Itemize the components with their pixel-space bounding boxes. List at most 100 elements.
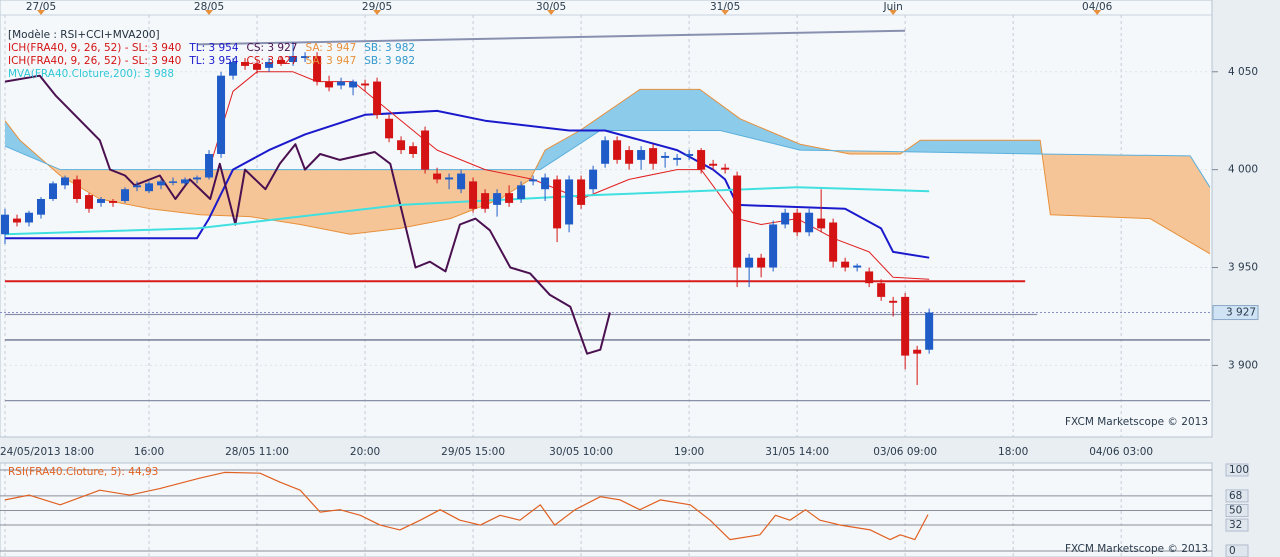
candle-body <box>277 60 286 64</box>
candle-body <box>289 56 298 62</box>
date-label: 27/05 <box>26 1 56 13</box>
date-label: 30/05 <box>536 1 566 13</box>
cloud-fill <box>903 140 1044 163</box>
candle-body <box>145 183 154 192</box>
candle-body <box>721 167 730 170</box>
y-tick-label: 68 <box>1229 490 1242 502</box>
date-label: Juin <box>882 1 902 13</box>
footer: FXCM Marketscope © 2013 <box>1065 416 1208 428</box>
candle-body <box>613 140 622 160</box>
candle-body <box>457 173 466 190</box>
candle-body <box>73 179 82 200</box>
candle-body <box>853 265 862 268</box>
candle-body <box>505 193 514 203</box>
candle-body <box>565 179 574 225</box>
y-tick-label: 3 950 <box>1228 262 1258 274</box>
date-tick <box>37 10 46 15</box>
x-tick-label: 29/05 15:00 <box>441 446 505 458</box>
candle-body <box>757 257 766 268</box>
candle-body <box>469 181 478 209</box>
candle-body <box>349 81 358 88</box>
candle-body <box>865 271 874 284</box>
legend-part: SA: 3 947 <box>305 55 356 67</box>
candle-body <box>217 75 226 154</box>
candle-body <box>673 157 682 160</box>
candle-body <box>493 193 502 205</box>
legend-line: ICH(FRA40, 9, 26, 52) - SL: 3 940 TL: 3 9… <box>8 42 415 54</box>
candle-body <box>697 150 706 170</box>
candle-body <box>253 63 262 70</box>
candle-body <box>325 81 334 88</box>
x-tick-label: 03/06 09:00 <box>873 446 937 458</box>
candle-body <box>517 185 526 200</box>
date-tick <box>205 10 214 15</box>
candle-body <box>25 212 34 223</box>
x-tick-label: 18:00 <box>998 446 1028 458</box>
legend-part: SB: 3 982 <box>364 55 415 67</box>
candle-body <box>373 81 382 115</box>
legend-part: CS: 3 927 <box>247 42 298 54</box>
candle-body <box>817 218 826 229</box>
x-tick-label: 28/05 11:00 <box>225 446 289 458</box>
legend-line: [Modèle : RSI+CCI+MVA200] <box>8 29 160 41</box>
candle-body <box>625 150 634 164</box>
rsi-title: RSI(FRA40.Cloture, 5): 44,93 <box>8 466 158 478</box>
y-tick-label: 100 <box>1229 464 1249 476</box>
candle-body <box>409 146 418 154</box>
date-tick <box>721 10 730 15</box>
x-tick-label: 16:00 <box>134 446 164 458</box>
candle-body <box>901 296 910 356</box>
legend-line: MVA(FRA40.Cloture,200): 3 988 <box>8 68 174 80</box>
candle-body <box>529 179 538 182</box>
candle-body <box>61 177 70 186</box>
candle-body <box>769 224 778 268</box>
legend-part: SA: 3 947 <box>305 42 356 54</box>
candle-body <box>913 349 922 354</box>
candle-body <box>781 212 790 225</box>
legend-part: TL: 3 954 <box>188 55 239 67</box>
candle-body <box>745 257 754 268</box>
candle-body <box>1 214 9 235</box>
candle-body <box>661 155 670 158</box>
candle-body <box>121 189 130 201</box>
legend-part: SB: 3 982 <box>364 42 415 54</box>
y-tick-label: 0 <box>1229 545 1236 557</box>
candle-body <box>685 153 694 156</box>
candle-body <box>181 179 190 184</box>
candle-body <box>841 261 850 268</box>
x-tick-label: 20:00 <box>350 446 380 458</box>
y-tick-label: 4 000 <box>1228 164 1258 176</box>
x-tick-label: 24/05/2013 18:00 <box>0 446 94 458</box>
date-tick <box>889 10 898 15</box>
y-tick-label: 32 <box>1229 519 1242 531</box>
candle-body <box>433 173 442 180</box>
candle-body <box>85 195 94 209</box>
candle-body <box>97 199 106 203</box>
candle-body <box>229 61 238 76</box>
rsi-line <box>4 471 929 541</box>
candle-body <box>877 283 886 297</box>
span-b-line <box>4 130 1211 188</box>
candle-body <box>829 222 838 262</box>
price-label: 3 927 <box>1226 307 1256 319</box>
candle-body <box>889 300 898 303</box>
candle-body <box>601 140 610 164</box>
candle-body <box>733 175 742 268</box>
candle-body <box>169 181 178 183</box>
candle-body <box>265 61 274 68</box>
indicator-line <box>5 109 930 259</box>
candle-body <box>301 56 310 59</box>
candle-body <box>577 179 586 205</box>
candle-body <box>709 163 718 166</box>
legend-part: TL: 3 954 <box>188 42 239 54</box>
candle-body <box>925 312 934 350</box>
date-tick <box>1093 10 1102 15</box>
candle-body <box>313 56 322 82</box>
candle-body <box>553 179 562 229</box>
candle-body <box>793 212 802 233</box>
x-tick-label: 31/05 14:00 <box>765 446 829 458</box>
cloud-fill <box>535 89 834 170</box>
candle-body <box>637 150 646 160</box>
